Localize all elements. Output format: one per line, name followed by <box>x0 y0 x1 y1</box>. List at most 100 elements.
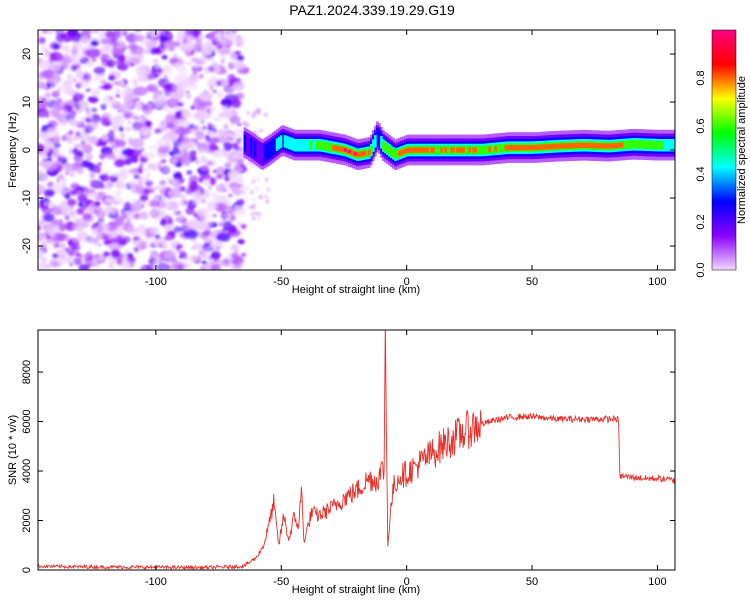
ridge-cell <box>432 147 435 153</box>
noise-speckle <box>177 101 184 107</box>
ridge-cell <box>556 143 560 149</box>
noise-speckle <box>173 41 181 47</box>
noise-speckle <box>204 245 208 249</box>
noise-speckle <box>104 231 111 236</box>
y-tick-label: 2000 <box>21 508 33 532</box>
ridge-cell <box>257 140 261 164</box>
noise-speckle <box>198 105 206 110</box>
noise-speckle <box>184 30 194 35</box>
ridge-cell <box>444 147 447 153</box>
noise-speckle <box>132 57 141 63</box>
ridge-cell <box>456 147 459 153</box>
noise-speckle <box>109 116 122 124</box>
noise-speckle <box>68 130 74 136</box>
noise-speckle <box>48 231 56 238</box>
ridge-cell <box>384 142 387 152</box>
noise-speckle <box>77 193 87 203</box>
noise-speckle <box>107 137 115 143</box>
ridge-cell <box>249 138 253 156</box>
noise-speckle <box>102 83 113 90</box>
noise-speckle <box>230 186 239 193</box>
noise-speckle <box>40 131 48 141</box>
noise-speckle <box>71 109 77 116</box>
noise-speckle <box>143 49 151 55</box>
noise-speckle <box>96 232 103 239</box>
ridge-cell <box>514 145 518 151</box>
noise-speckle <box>103 149 115 159</box>
snr-panel: -100 -50 0 50 100 0 2000 4000 6000 8000 Height o… <box>7 329 676 596</box>
noise-speckle <box>208 45 213 52</box>
ridge-cell <box>374 135 377 148</box>
noise-speckle <box>216 91 224 98</box>
noise-speckle <box>154 128 163 134</box>
noise-speckle <box>49 259 58 268</box>
ridge-cell <box>526 145 530 151</box>
noise-speckle <box>126 219 131 223</box>
ridge-cell <box>673 139 675 152</box>
noise-speckle <box>170 261 179 270</box>
noise-speckle <box>149 208 160 219</box>
ridge-cell <box>283 135 287 148</box>
noise-speckle <box>208 143 218 152</box>
noise-speckle <box>198 34 204 41</box>
noise-speckle <box>134 30 142 33</box>
ridge-cell <box>305 139 309 152</box>
noise-speckle <box>65 255 76 265</box>
noise-speckle <box>115 94 121 98</box>
noise-speckle <box>86 120 99 131</box>
ridge-cell <box>656 140 660 150</box>
ridge-cell <box>546 144 550 150</box>
ridge-cell <box>582 142 586 148</box>
noise-speckle <box>235 161 245 169</box>
noise-speckle <box>198 148 205 154</box>
ridge-cell <box>552 143 556 150</box>
x-tick-label: 0 <box>404 276 410 288</box>
noise-speckle <box>193 195 203 205</box>
ridge-cell <box>356 152 359 158</box>
noise-speckle <box>223 123 229 130</box>
noise-speckle <box>114 158 126 168</box>
ridge-cell <box>251 136 255 160</box>
noise-speckle <box>192 243 204 251</box>
ridge-cell <box>378 129 381 148</box>
noise-speckle <box>83 48 92 57</box>
noise-speckle <box>119 132 126 139</box>
ridge-cell <box>568 143 572 149</box>
ridge-cell <box>426 147 429 153</box>
ridge-cell <box>289 137 293 150</box>
ridge-cell <box>576 142 580 149</box>
noise-speckle <box>183 256 188 260</box>
noise-speckle <box>168 57 179 64</box>
ridge-cell <box>558 143 562 149</box>
ridge-cell <box>590 142 594 149</box>
snr-y-ticks: 0 2000 4000 6000 8000 <box>21 360 675 573</box>
noise-speckle <box>105 30 116 39</box>
ridge-cell <box>470 145 473 155</box>
noise-speckle <box>188 62 194 68</box>
noise-speckle <box>179 152 185 158</box>
ridge-cell <box>554 143 558 149</box>
noise-speckle <box>226 205 236 213</box>
ridge-cell <box>436 145 439 155</box>
noise-speckle <box>193 63 200 68</box>
ridge-cell <box>323 141 327 151</box>
noise-speckle <box>77 202 83 206</box>
noise-speckle <box>265 199 270 204</box>
noise-speckle <box>224 175 231 182</box>
noise-speckle <box>138 117 144 123</box>
noise-speckle <box>53 142 61 149</box>
noise-speckle <box>243 170 246 173</box>
ridge-cell <box>358 151 361 158</box>
noise-speckle <box>208 221 213 226</box>
ridge-cell <box>624 140 628 150</box>
spectrogram-ridge <box>243 121 675 171</box>
noise-speckle <box>56 160 63 165</box>
noise-speckle <box>138 211 149 220</box>
noise-speckle <box>119 168 127 175</box>
noise-speckle <box>203 190 210 195</box>
noise-speckle <box>212 169 218 173</box>
noise-speckle <box>127 148 142 158</box>
noise-speckle <box>139 64 148 75</box>
ridge-cell <box>339 146 343 152</box>
noise-speckle <box>60 243 66 249</box>
